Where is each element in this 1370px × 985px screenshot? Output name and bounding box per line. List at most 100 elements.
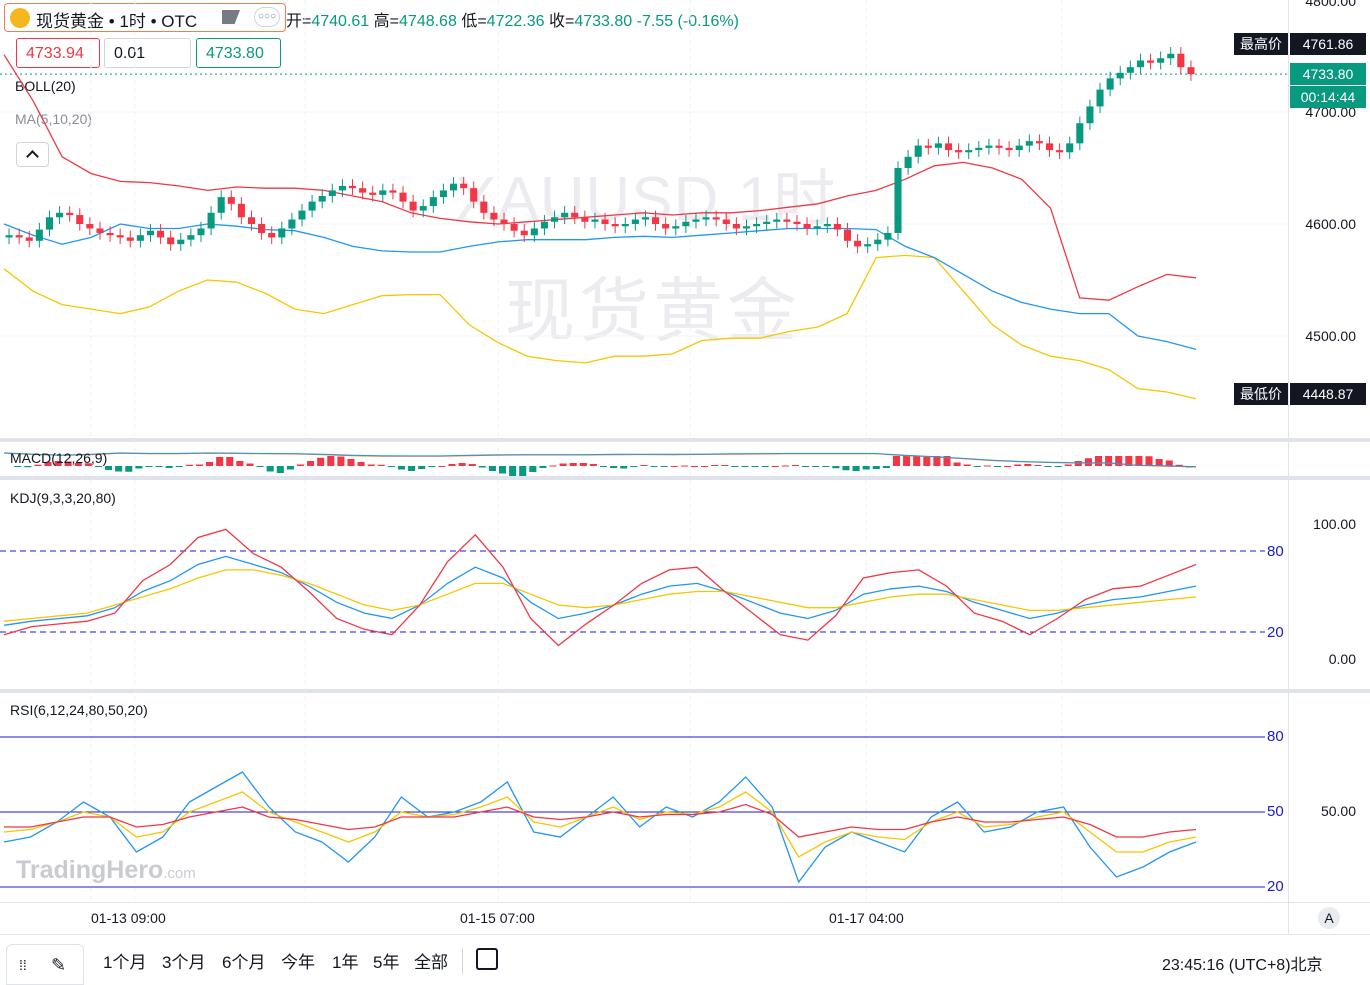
candle-body [197, 228, 205, 236]
candle-body [439, 190, 447, 198]
more-icon[interactable]: ○○○ [254, 7, 280, 27]
collapse-button[interactable] [16, 142, 49, 167]
candle-body [308, 201, 316, 211]
macd-histogram-bar [498, 466, 507, 474]
candle-body [1126, 67, 1134, 73]
macd-histogram-bar [286, 466, 294, 470]
buy-button[interactable]: 4733.80 [196, 38, 281, 68]
close-label: 收= [548, 13, 575, 30]
macd-histogram-bar [1084, 458, 1092, 466]
macd-histogram-bar [1165, 460, 1173, 466]
macd-histogram-bar [236, 461, 244, 466]
macd-histogram-bar [216, 457, 224, 466]
rsi-label-50-axis: 50.00 [1320, 803, 1356, 819]
high-price-label: 最高价 [1234, 33, 1288, 55]
candle-body [823, 224, 831, 227]
kdj-label[interactable]: KDJ(9,3,3,20,80) [10, 490, 116, 506]
candle-body [56, 212, 64, 218]
candle-body [359, 188, 367, 193]
candle-body [763, 221, 771, 224]
candle-body [106, 232, 114, 236]
candle-body [187, 235, 195, 240]
macd-histogram-bar [458, 463, 466, 466]
macd-histogram-bar [357, 462, 365, 466]
macd-histogram-bar [963, 464, 971, 466]
candle-body [490, 212, 498, 220]
macd-histogram-bar [953, 462, 961, 466]
candle-body [591, 219, 599, 222]
macd-histogram-bar [135, 466, 143, 469]
candle-body [813, 226, 821, 229]
rsi-label[interactable]: RSI(6,12,24,80,50,20) [10, 702, 148, 718]
macd-histogram-bar [1155, 459, 1163, 466]
rsi-label-20: 20 [1267, 878, 1284, 895]
range-1m[interactable]: 1个月 [103, 953, 147, 972]
price-chart[interactable] [0, 0, 1288, 934]
macd-histogram-bar [24, 466, 32, 468]
candle-body [157, 230, 165, 238]
macd-histogram-bar [397, 466, 406, 470]
macd-histogram-bar [983, 465, 991, 467]
range-1y[interactable]: 1年 [332, 953, 359, 972]
candle-body [803, 224, 811, 229]
pen-icon[interactable]: ✎ [51, 955, 67, 975]
goto-date-icon[interactable] [476, 948, 498, 970]
auto-scale-button[interactable]: A [1318, 907, 1340, 929]
macd-histogram-bar [1044, 466, 1052, 467]
candle-body [581, 217, 589, 222]
range-5y[interactable]: 5年 [373, 953, 400, 972]
low-price-label: 最低价 [1234, 383, 1288, 405]
candle-body [934, 143, 942, 148]
last-price-value: 4733.80 [1290, 63, 1366, 85]
macd-histogram-bar [660, 466, 668, 467]
kdj-d-line [3, 569, 1197, 622]
kdj-j-line [3, 528, 1197, 647]
pane-separator[interactable] [0, 476, 1370, 480]
macd-histogram-bar [387, 466, 395, 467]
drawing-toolbar[interactable]: ⁞⁞ ✎ [6, 944, 84, 985]
macd-histogram-bar [701, 466, 709, 467]
range-6m[interactable]: 6个月 [222, 953, 266, 972]
x-label-3: 01-17 04:00 [829, 910, 904, 926]
high-label: 高= [373, 13, 400, 30]
kdj-label-80: 80 [1267, 543, 1284, 560]
macd-histogram-bar [872, 466, 880, 469]
candle-body [924, 145, 932, 148]
macd-histogram-bar [64, 461, 72, 466]
macd-label[interactable]: MACD(12,26,9) [10, 450, 108, 466]
symbol-box[interactable] [4, 3, 286, 32]
macd-histogram-bar [206, 462, 214, 466]
macd-histogram-bar [923, 456, 931, 466]
macd-histogram-bar [307, 461, 315, 466]
candle-body [1045, 143, 1054, 151]
candle-body [530, 228, 538, 236]
range-3m[interactable]: 3个月 [162, 953, 206, 972]
macd-histogram-bar [529, 466, 537, 472]
countdown-value: 00:14:44 [1290, 86, 1366, 108]
candle-body [328, 190, 336, 196]
macd-histogram-bar [771, 466, 779, 467]
macd-histogram-bar [852, 466, 860, 471]
macd-histogram-bar [882, 466, 890, 468]
ma-label[interactable]: MA(5,10,20) [15, 111, 93, 127]
flag-icon[interactable] [222, 10, 240, 24]
range-all[interactable]: 全部 [414, 953, 448, 972]
candle-body [631, 219, 639, 224]
macd-histogram-bar [1024, 464, 1032, 466]
pane-separator[interactable] [0, 689, 1370, 693]
candle-body [35, 229, 43, 241]
candle-body [500, 219, 508, 224]
clock[interactable]: 23:45:16 (UTC+8)北京 [1162, 951, 1323, 975]
sell-button[interactable]: 4733.94 [16, 38, 100, 68]
macd-histogram-bar [892, 456, 901, 466]
macd-histogram-bar [195, 464, 204, 466]
boll-label[interactable]: BOLL(20) [15, 78, 76, 94]
quantity-input[interactable]: 0.01 [104, 38, 191, 68]
candle-body [1035, 141, 1043, 144]
macd-histogram-bar [44, 462, 52, 466]
macd-histogram-bar [589, 464, 597, 466]
pane-separator[interactable] [0, 438, 1370, 442]
drag-handle-icon[interactable]: ⁞⁞ [19, 957, 27, 973]
range-ytd[interactable]: 今年 [281, 953, 315, 972]
candle-body [389, 190, 397, 193]
